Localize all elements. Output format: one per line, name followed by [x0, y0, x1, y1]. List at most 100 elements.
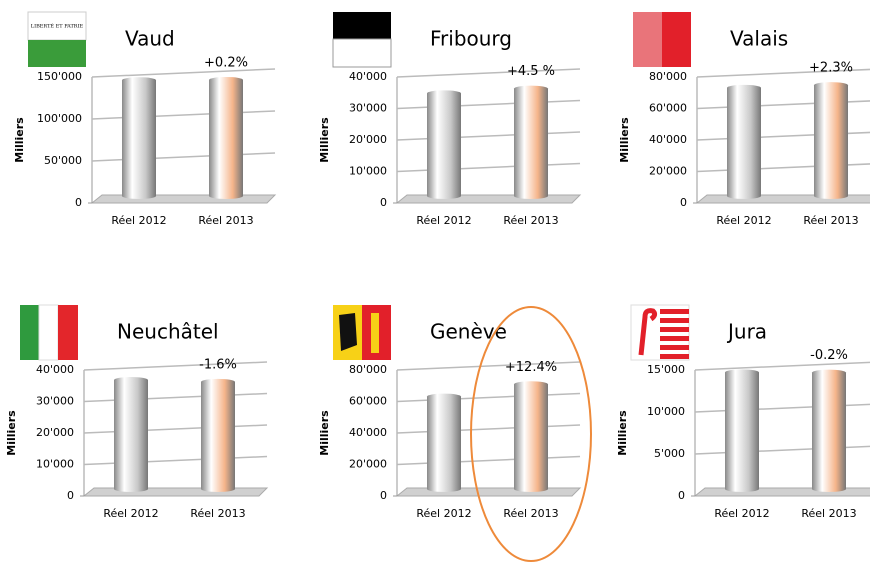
- x-tick-label: Réel 2013: [190, 507, 245, 520]
- y-axis-label: Milliers: [318, 117, 331, 163]
- bar: [812, 369, 846, 492]
- flag-text: LIBERTÉ ET PATRIE: [31, 22, 84, 30]
- x-tick-label: Réel 2013: [803, 214, 858, 227]
- flag: [630, 304, 690, 361]
- bar: [814, 82, 848, 199]
- flag: [20, 304, 78, 361]
- chart-title: Valais: [730, 27, 788, 51]
- flag-green: [28, 40, 86, 67]
- floor: [395, 487, 582, 497]
- annotation: -0.2%: [810, 348, 848, 363]
- grid-line: [396, 455, 581, 466]
- flag-white: [332, 38, 392, 68]
- y-tick-label: 0: [680, 196, 687, 209]
- chart-panel: Valais Milliers 0 20'000 40'000 60'000 80'000 R…: [618, 12, 870, 227]
- flag-black: [333, 12, 391, 39]
- floor: [90, 194, 277, 204]
- grid-line: [396, 392, 581, 403]
- y-tick-label: 30'000: [36, 395, 74, 408]
- chart-title: Fribourg: [430, 27, 512, 51]
- chart-panel: Fribourg Milliers 0 10'000 20'000 30'000 40'00…: [318, 12, 582, 227]
- highlight-circle: [470, 306, 592, 562]
- y-tick-label: 30'000: [349, 102, 387, 115]
- annotation: +2.3%: [809, 61, 853, 76]
- bar: [209, 76, 243, 199]
- x-tick-label: Réel 2012: [111, 214, 166, 227]
- bar: [427, 90, 461, 199]
- y-tick-label: 15'000: [647, 363, 685, 376]
- y-tick-label: 60'000: [349, 395, 387, 408]
- x-tick-label: Réel 2012: [714, 507, 769, 520]
- flag-white: [38, 304, 59, 361]
- grid-line: [83, 424, 268, 434]
- chart-title: Vaud: [125, 27, 175, 51]
- flag-stripe: [660, 318, 689, 323]
- x-tick-label: Réel 2013: [503, 507, 558, 520]
- bar: [514, 381, 548, 492]
- x-tick-label: Réel 2012: [416, 507, 471, 520]
- y-tick-label: 40'000: [36, 363, 74, 376]
- flag: [332, 12, 392, 68]
- grid-line: [396, 131, 581, 141]
- y-tick-label: 0: [67, 489, 74, 502]
- y-tick-label: 0: [75, 196, 82, 209]
- y-tick-label: 20'000: [349, 133, 387, 146]
- grid-line: [694, 361, 870, 371]
- y-tick-label: 5'000: [654, 447, 685, 460]
- chart-title: Neuchâtel: [117, 320, 219, 344]
- y-tick-label: 80'000: [649, 70, 687, 83]
- x-tick-label: Réel 2013: [503, 214, 558, 227]
- y-axis-label: Milliers: [616, 410, 629, 456]
- y-tick-label: 40'000: [349, 70, 387, 83]
- flag-red: [58, 305, 78, 360]
- grid-line: [91, 110, 276, 120]
- y-tick-label: 40'000: [649, 133, 687, 146]
- y-axis-label: Milliers: [618, 117, 631, 163]
- flag: [633, 12, 691, 67]
- x-tick-label: Réel 2012: [716, 214, 771, 227]
- grid-line: [396, 68, 581, 78]
- y-tick-label: 20'000: [349, 458, 387, 471]
- chart-panel: Jura Milliers 0 5'000 10'000 15'000 Réel 2012 R…: [616, 304, 870, 520]
- flag-key: [371, 313, 379, 353]
- chart-title: Jura: [726, 320, 767, 344]
- y-tick-label: 60'000: [649, 102, 687, 115]
- grid-line: [91, 68, 276, 78]
- chart-title: Genève: [430, 320, 507, 344]
- y-axis-label: Milliers: [318, 410, 331, 456]
- chart-panel: Neuchâtel Milliers 0 10'000 20'000 30'000 40'0…: [5, 304, 269, 520]
- y-tick-label: 80'000: [349, 363, 387, 376]
- grid-line: [83, 392, 268, 403]
- annotation: -1.6%: [199, 357, 237, 372]
- grid-line: [396, 162, 581, 173]
- x-tick-label: Réel 2012: [416, 214, 471, 227]
- flag-green: [20, 305, 39, 360]
- flag: [333, 305, 391, 360]
- flag-eagle: [339, 313, 357, 351]
- y-tick-label: 40'000: [349, 426, 387, 439]
- y-tick-label: 0: [380, 196, 387, 209]
- grid-line: [696, 68, 870, 78]
- bar: [514, 85, 548, 199]
- y-tick-label: 0: [380, 489, 387, 502]
- grid-line: [396, 424, 581, 434]
- x-tick-label: Réel 2012: [103, 507, 158, 520]
- flag-stripe: [660, 309, 689, 314]
- y-tick-label: 0: [678, 489, 685, 502]
- flag-stripe: [660, 354, 689, 359]
- flag-crozier: [638, 308, 658, 356]
- flag-stripe: [660, 327, 689, 332]
- floor: [395, 194, 582, 204]
- flag-white: [27, 11, 87, 41]
- y-tick-label: 20'000: [649, 165, 687, 178]
- grid-line: [91, 152, 276, 162]
- x-tick-label: Réel 2013: [801, 507, 856, 520]
- flag-red-left: [633, 12, 662, 67]
- grid-line: [83, 455, 268, 466]
- bar: [427, 393, 461, 492]
- bar: [727, 84, 761, 199]
- y-tick-label: 10'000: [36, 458, 74, 471]
- chart-panel: Genève Milliers 0 20'000 40'000 60'000 80'000 R…: [318, 305, 582, 520]
- annotation: +12.4%: [505, 360, 557, 375]
